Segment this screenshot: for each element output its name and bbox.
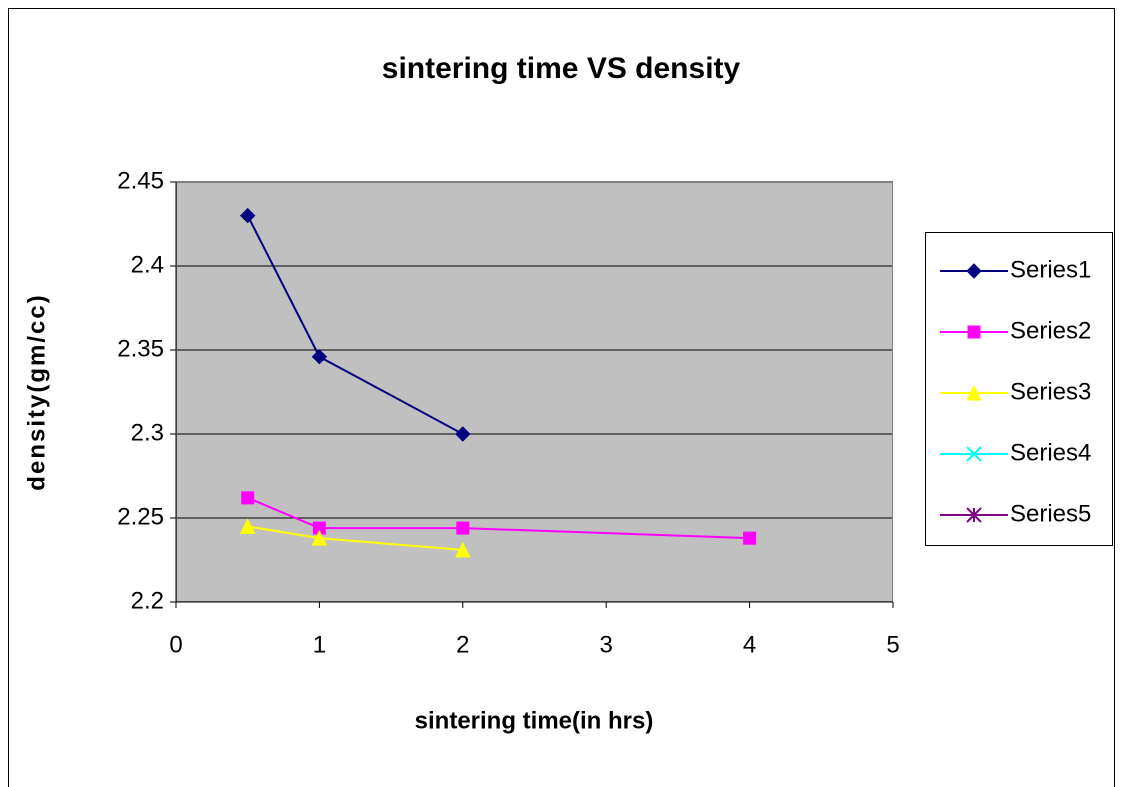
data-point <box>239 207 256 224</box>
data-point <box>311 349 328 365</box>
legend-swatch <box>966 384 982 401</box>
y-tick-label: 2.3 <box>131 419 164 446</box>
legend-swatch-stroke <box>966 507 982 523</box>
y-tick-label: 2.25 <box>117 503 164 530</box>
x-tick-label: 5 <box>886 631 899 658</box>
y-tick-label: 2.45 <box>117 167 164 194</box>
legend-swatch <box>966 263 982 279</box>
x-axis-label: sintering time(in hrs) <box>415 707 654 734</box>
legend-label: Series2 <box>1010 317 1091 344</box>
x-tick-label: 2 <box>456 631 469 658</box>
x-tick-label: 3 <box>600 631 613 658</box>
y-tick-label: 2.2 <box>131 587 164 614</box>
legend-label: Series4 <box>1010 439 1091 466</box>
legend-swatch <box>966 446 982 462</box>
legend-label: Series3 <box>1010 378 1091 405</box>
series-line <box>247 496 750 540</box>
plot-area <box>176 182 893 602</box>
data-point <box>239 518 256 534</box>
y-axis-label: density(gm/cc) <box>23 293 50 490</box>
legend-label: Series5 <box>1010 500 1091 527</box>
legend-box <box>925 232 1113 546</box>
legend-swatch <box>966 507 982 523</box>
data-point <box>241 491 255 505</box>
data-point <box>743 531 757 545</box>
data-point <box>456 521 470 535</box>
y-tick-label: 2.35 <box>117 335 164 362</box>
data-point <box>311 530 328 546</box>
x-tick-label: 4 <box>743 631 756 658</box>
chart-title: sintering time VS density <box>382 52 741 85</box>
legend-swatch <box>967 325 981 339</box>
data-point <box>454 541 471 558</box>
legend-label: Series1 <box>1010 256 1091 283</box>
x-tick-label: 1 <box>313 631 326 658</box>
y-tick-label: 2.4 <box>131 251 164 278</box>
x-tick-label: 0 <box>169 631 182 658</box>
data-point <box>455 426 471 442</box>
legend-swatch-stroke <box>966 446 982 462</box>
